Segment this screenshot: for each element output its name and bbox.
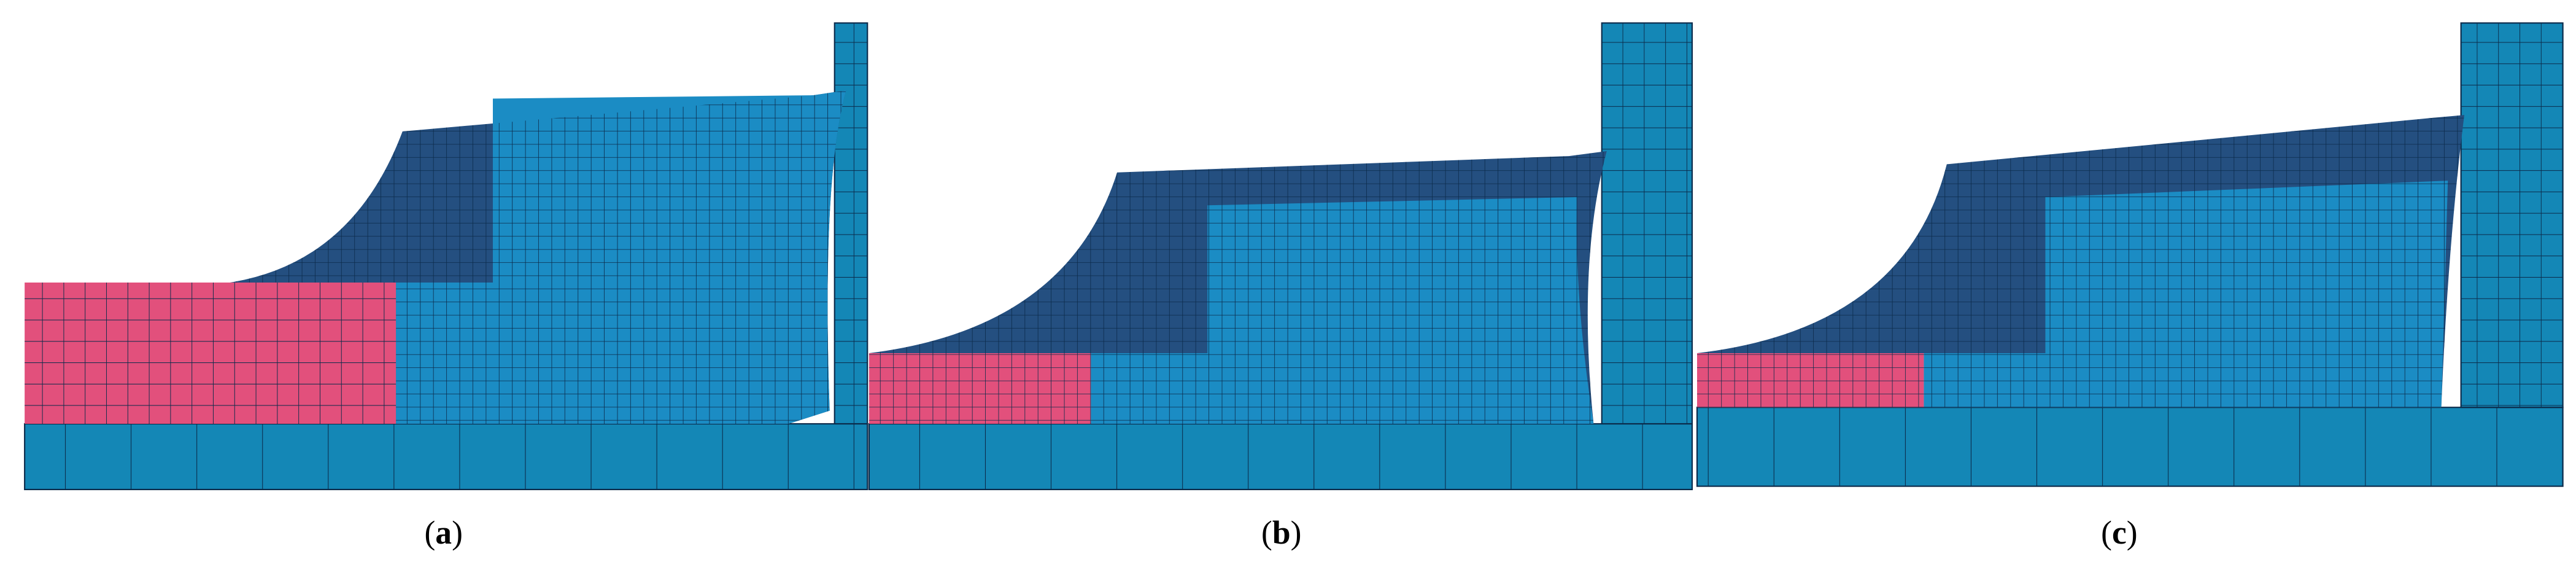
caption-label: c: [2112, 514, 2127, 551]
workpiece-mesh: [868, 353, 1091, 424]
panel-a: [24, 22, 868, 491]
base-mesh: [868, 423, 1693, 491]
caption-close: ): [2127, 514, 2138, 551]
base-mesh: [1696, 407, 2564, 487]
workpiece-mesh: [1696, 353, 1924, 408]
caption-close: ): [1291, 514, 1302, 551]
caption-open: (: [1261, 514, 1272, 551]
panel-c: [1696, 22, 2564, 487]
caption-close: ): [452, 514, 463, 551]
base-mesh: [24, 423, 868, 491]
column-mesh: [1601, 22, 1693, 425]
column-mesh: [834, 22, 868, 425]
chip-mesh: [230, 90, 846, 424]
caption: (c): [2101, 514, 2137, 551]
workpiece-mesh: [25, 282, 396, 424]
panel-b: [868, 22, 1693, 491]
chip-mesh: [868, 151, 1607, 424]
caption: (a): [424, 514, 462, 551]
caption-open: (: [424, 514, 435, 551]
caption-open: (: [2101, 514, 2112, 551]
chip-mesh: [1696, 115, 2464, 408]
caption-label: a: [435, 514, 452, 551]
caption: (b): [1261, 514, 1301, 551]
column-mesh: [2460, 22, 2564, 408]
caption-label: b: [1272, 514, 1291, 551]
